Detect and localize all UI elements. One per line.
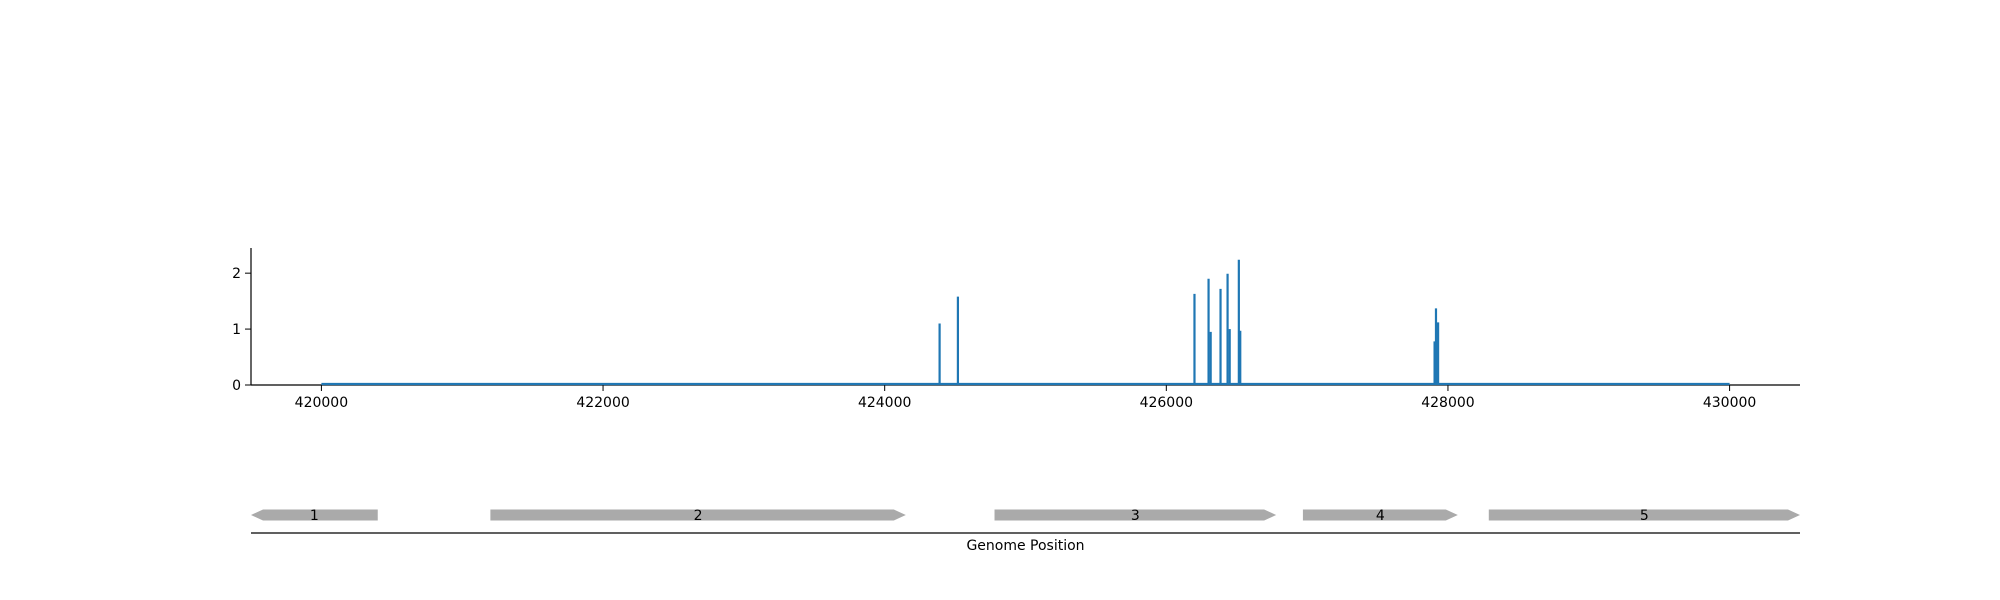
y-tick-label: 0 bbox=[232, 378, 241, 394]
signal-axes: 0 1 2 420000 422000 424000 426000 428000 430000 bbox=[232, 248, 1800, 411]
x-tick-label: 430000 bbox=[1703, 395, 1756, 411]
signal-spikes bbox=[321, 259, 1730, 386]
x-tick-label: 428000 bbox=[1421, 395, 1474, 411]
gene-feature-4 bbox=[1302, 509, 1458, 521]
y-tick-label: 1 bbox=[232, 322, 241, 338]
gene-label-5: 5 bbox=[1640, 508, 1649, 524]
gene-track-xlabel: Genome Position bbox=[966, 538, 1084, 554]
gene-features: 1 2 3 4 5 bbox=[251, 508, 1800, 524]
gene-feature-5 bbox=[1488, 509, 1800, 521]
x-tick-label: 424000 bbox=[858, 395, 911, 411]
gene-feature-3 bbox=[994, 509, 1277, 521]
y-tick-label: 2 bbox=[232, 266, 241, 282]
gene-track: 1 2 3 4 5 Genome Position bbox=[251, 508, 1800, 554]
gene-label-1: 1 bbox=[310, 508, 319, 524]
x-tick-label: 420000 bbox=[295, 395, 348, 411]
gene-label-3: 3 bbox=[1131, 508, 1140, 524]
gene-label-4: 4 bbox=[1376, 508, 1385, 524]
signal-plot: 0 1 2 420000 422000 424000 426000 428000 430000 bbox=[232, 248, 1800, 411]
gene-label-2: 2 bbox=[694, 508, 703, 524]
x-tick-label: 426000 bbox=[1140, 395, 1193, 411]
gene-feature-1 bbox=[251, 509, 378, 521]
x-tick-label: 422000 bbox=[576, 395, 629, 411]
gene-feature-2 bbox=[490, 509, 906, 521]
